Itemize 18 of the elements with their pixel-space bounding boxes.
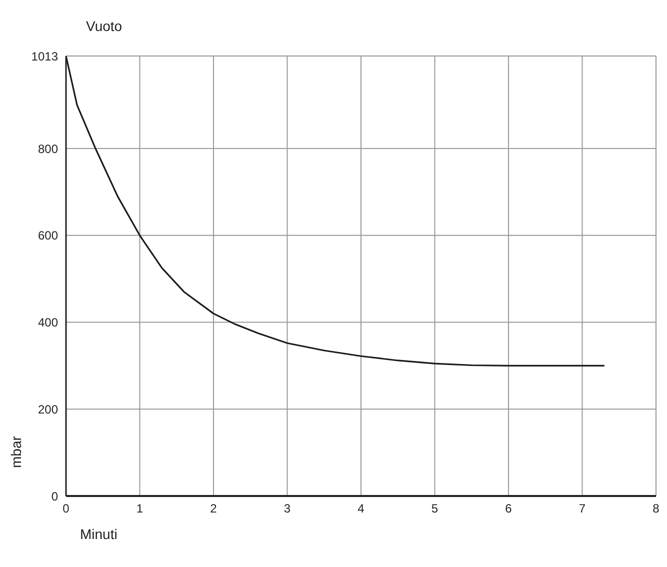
x-tick-label: 8 [652,502,660,516]
x-tick-label: 7 [578,502,586,516]
y-tick-label: 0 [51,489,58,504]
y-axis-title: mbar [8,436,24,468]
x-tick-label: 2 [210,502,218,516]
x-tick-label: 6 [505,502,512,516]
chart-title: Vuoto [86,18,122,34]
x-tick-label: 5 [431,502,438,516]
y-tick-label: 400 [38,316,58,330]
x-axis-title: Minuti [80,526,118,542]
x-tick-label: 0 [62,502,70,516]
y-tick-label: 1013 [31,49,58,64]
y-tick-label: 200 [38,402,58,416]
x-tick-label: 3 [284,502,291,516]
x-tick-label: 1 [136,502,144,516]
y-tick-label: 600 [38,228,58,243]
y-tick-label: 800 [38,142,58,156]
x-tick-label: 4 [358,502,365,516]
